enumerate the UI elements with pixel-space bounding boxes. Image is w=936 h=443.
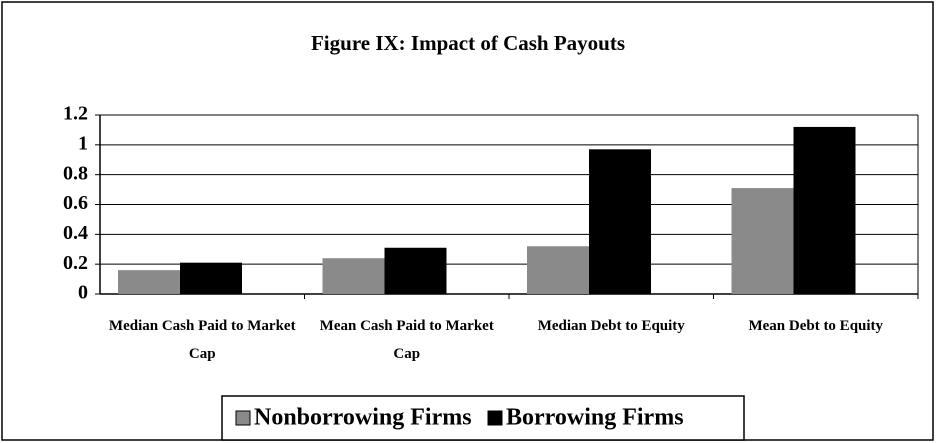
y-tick-label: 1.2 xyxy=(63,103,88,125)
bar xyxy=(527,246,589,294)
legend-swatch xyxy=(487,410,503,426)
chart-title: Figure IX: Impact of Cash Payouts xyxy=(311,31,625,55)
y-tick-label: 0.2 xyxy=(63,252,88,274)
legend-label: Nonborrowing Firms xyxy=(254,405,472,431)
x-tick-label: Median Debt to Equity xyxy=(537,318,685,334)
y-tick-label: 0 xyxy=(78,282,88,304)
bar xyxy=(322,258,385,294)
legend-label: Borrowing Firms xyxy=(506,405,684,431)
bar xyxy=(589,149,651,294)
y-tick-label: 0.8 xyxy=(63,162,88,184)
bar xyxy=(731,188,794,294)
x-tick-label: Median Cash Paid to Market Cap xyxy=(108,318,296,362)
legend-swatch xyxy=(235,410,251,426)
y-tick-label: 0.6 xyxy=(63,192,88,214)
bar xyxy=(793,126,856,294)
bar xyxy=(180,262,242,294)
y-tick-label: 1 xyxy=(78,132,88,154)
y-tick-label: 0.4 xyxy=(63,222,88,244)
bar xyxy=(118,270,180,294)
x-tick-label: Mean Debt to Equity xyxy=(748,318,884,334)
x-tick-label: Mean Cash Paid to Market Cap xyxy=(319,318,494,362)
bar xyxy=(384,247,447,294)
legend-box xyxy=(221,395,745,441)
